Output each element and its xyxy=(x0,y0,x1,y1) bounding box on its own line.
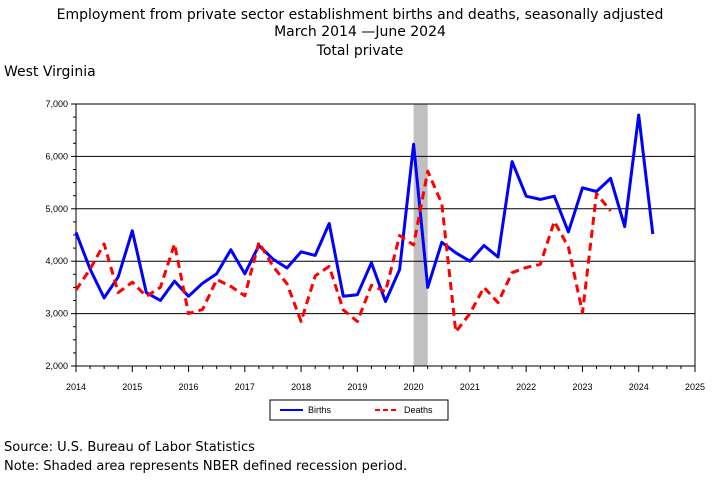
legend: Births Deaths xyxy=(269,399,449,421)
series-lines xyxy=(74,113,655,334)
x-tick-label: 2025 xyxy=(685,382,705,392)
x-tick-label: 2020 xyxy=(404,382,424,392)
source-note: Source: U.S. Bureau of Labor Statistics xyxy=(4,440,255,455)
x-tick-label: 2022 xyxy=(516,382,536,392)
chart-period: March 2014 —June 2024 xyxy=(0,24,720,41)
y-tick-label: 6,000 xyxy=(45,151,68,161)
x-tick-label: 2023 xyxy=(572,382,592,392)
legend-deaths-label: Deaths xyxy=(404,405,433,415)
recession-note: Note: Shaded area represents NBER define… xyxy=(4,459,408,474)
x-tick-label: 2019 xyxy=(347,382,367,392)
period-start: March 2014 xyxy=(274,24,357,40)
y-tick-label: 2,000 xyxy=(45,361,68,371)
x-tick-label: 2024 xyxy=(629,382,649,392)
grid-lines xyxy=(76,103,695,367)
y-tick-label: 5,000 xyxy=(45,204,68,214)
x-tick-label: 2014 xyxy=(66,382,86,392)
period-end: June 2024 xyxy=(375,24,446,40)
series-births-line xyxy=(74,113,655,303)
legend-births-label: Births xyxy=(308,405,332,415)
series-deaths-line xyxy=(74,169,612,334)
y-tick-label: 3,000 xyxy=(45,309,68,319)
region-label: West Virginia xyxy=(4,64,96,80)
x-tick-label: 2018 xyxy=(291,382,311,392)
axes: 2,000 3,000 4,000 5,000 6,000 7,000 2014 2015 20… xyxy=(45,99,705,392)
plot-frame xyxy=(75,103,696,367)
x-tick-label: 2015 xyxy=(122,382,142,392)
y-tick-label: 7,000 xyxy=(45,99,68,109)
legend-box xyxy=(269,399,449,421)
y-tick-label: 4,000 xyxy=(45,256,68,266)
period-dash: — xyxy=(361,24,376,40)
x-tick-label: 2017 xyxy=(235,382,255,392)
chart-subtitle: Total private xyxy=(316,43,404,59)
chart-title: Employment from private sector establish… xyxy=(56,7,664,23)
x-tick-label: 2016 xyxy=(179,382,199,392)
x-tick-label: 2021 xyxy=(460,382,480,392)
